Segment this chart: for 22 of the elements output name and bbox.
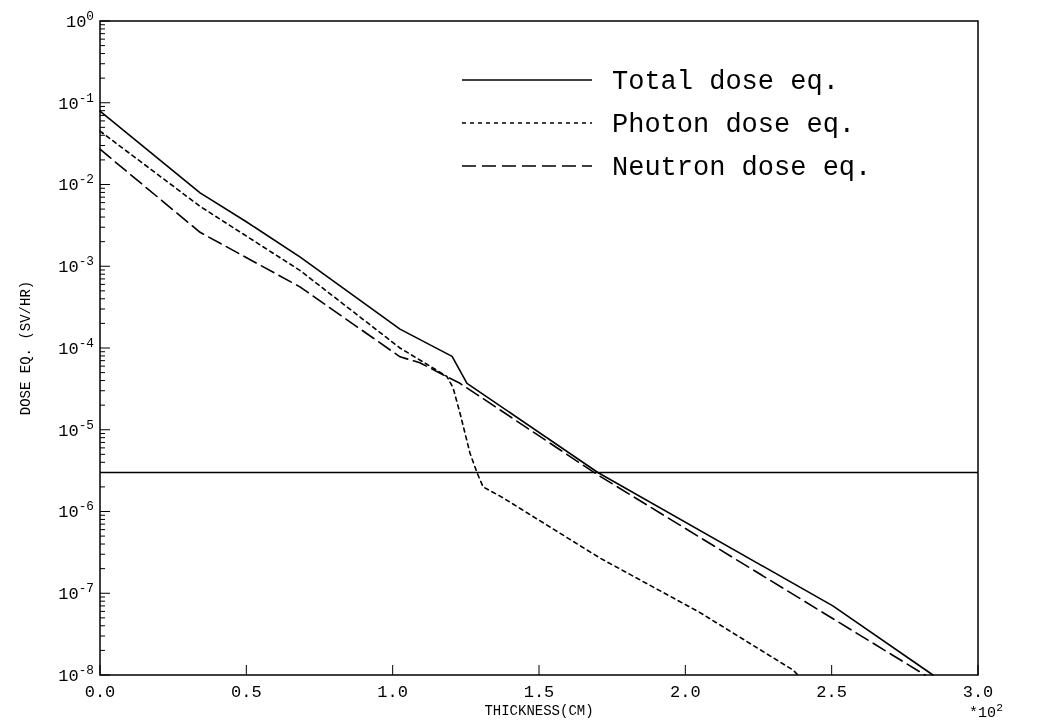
x-tick-label: 0.5 (231, 683, 262, 702)
legend-label: Total dose eq. (612, 67, 839, 98)
x-tick-label: 2.5 (816, 683, 847, 702)
y-tick-label: 10$^{0}$ (65, 8, 94, 32)
y-tick-label: 10$^{-5}$ (58, 417, 94, 441)
x-tick-label: 3.0 (962, 683, 994, 702)
x-tick-label: 2.0 (670, 683, 701, 702)
y-tick-label: 10$^{-4}$ (58, 335, 94, 359)
y-tick-label: 10$^{-1}$ (58, 90, 95, 114)
x-tick-label: 0.0 (84, 683, 116, 702)
x-tick-label: 1.5 (523, 683, 555, 702)
x-axis-title: THICKNESS(CM) (484, 703, 594, 719)
y-tick-label: 10$^{-2}$ (58, 171, 94, 196)
x-tick-label: 1.0 (377, 683, 408, 702)
legend-label: Neutron dose eq. (612, 153, 872, 184)
y-axis-title: DOSE EQ. (SV/HR) (18, 280, 34, 416)
y-tick-label: 10$^{-6}$ (58, 498, 94, 523)
legend-label: Photon dose eq. (612, 110, 856, 141)
y-tick-label: 10$^{-3}$ (58, 253, 94, 278)
y-tick-label: 10$^{-8}$ (58, 662, 94, 686)
y-tick-label: 10$^{-7}$ (58, 580, 94, 605)
text: *10$^{2}$ (969, 702, 1003, 722)
